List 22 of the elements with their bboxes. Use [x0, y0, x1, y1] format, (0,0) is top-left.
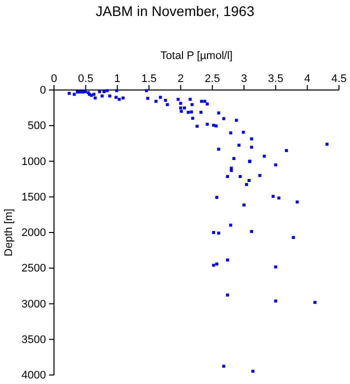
y-tick-label: 2000 [22, 227, 46, 240]
chart-title: JABM in November, 1963 [96, 3, 255, 19]
x-tick-label: 3.5 [268, 73, 284, 85]
y-tick-label: 4000 [22, 370, 46, 382]
y-tick-label: 0 [40, 84, 46, 97]
y-tick-label: 3500 [22, 334, 46, 346]
x-tick-label: 2 [178, 73, 184, 85]
x-tick-label: 0.5 [78, 73, 94, 85]
x-tick-label: 0 [50, 73, 58, 85]
y-tick-label: 1000 [22, 156, 46, 168]
y-tick-label: 3000 [22, 298, 46, 310]
y-tick-label: 1500 [22, 191, 46, 204]
x-tick-label: 1.5 [141, 73, 157, 85]
x-tick-label: 4 [304, 73, 310, 85]
x-axis-title: Total P [µmol/l] [160, 50, 233, 62]
x-tick-label: 3 [240, 73, 248, 85]
y-axis-title: Depth [m] [3, 208, 15, 256]
x-tick-label: 4.5 [331, 73, 347, 85]
y-tick-label: 500 [28, 120, 46, 132]
x-tick-label: 1 [114, 73, 120, 85]
x-tick-label: 2.5 [204, 73, 220, 85]
y-tick-label: 2500 [22, 262, 46, 275]
